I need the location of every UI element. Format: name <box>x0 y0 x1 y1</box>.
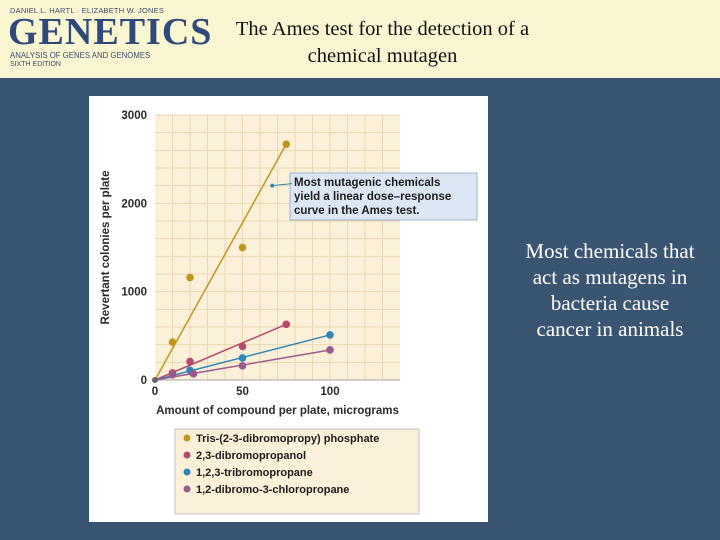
slide-title: The Ames test for the detection of a che… <box>190 16 575 70</box>
x-tick-label: 0 <box>152 386 158 398</box>
data-point-series-1 <box>186 273 194 282</box>
y-tick-label: 1000 <box>121 287 147 299</box>
x-axis-title: Amount of compound per plate, micrograms <box>156 405 399 417</box>
data-point-series-3 <box>238 354 247 362</box>
y-tick-label: 3000 <box>121 110 147 122</box>
data-point-series-4 <box>326 346 334 354</box>
legend-box <box>174 428 420 515</box>
y-tick-label: 0 <box>141 375 147 387</box>
legend-marker-2 <box>183 451 191 459</box>
data-point-series-1 <box>282 140 291 148</box>
legend-label-2: 2,3-dibromopropanol <box>196 450 306 462</box>
series-line-1 <box>154 143 287 381</box>
legend-label-3: 1,2,3-tribromopropane <box>196 467 313 479</box>
annotation-line-1: Most mutagenic chemicals <box>294 177 440 189</box>
legend-marker-4 <box>183 485 191 493</box>
legend-label-1: Tris-(2-3-dibromopropy) phosphate <box>196 433 379 445</box>
data-point-series-2 <box>282 320 291 329</box>
side-note: Most chemicals that act as mutagens in b… <box>500 238 720 342</box>
slide-header: DANIEL L. HARTL · ELIZABETH W. JONES GEN… <box>0 0 720 78</box>
legend-label-4: 1,2-dibromo-3-chloropropane <box>196 484 349 496</box>
annotation-line-2: yield a linear dose–response <box>294 191 451 203</box>
data-point-series-2 <box>186 357 194 366</box>
data-point-series-4 <box>168 370 177 379</box>
x-tick-label: 100 <box>320 386 339 398</box>
dose-response-chart: 0 1000 2000 3000 0 50 100 Revertant colonies pe… <box>100 110 478 515</box>
side-note-line-4: cancer in animals <box>536 317 684 341</box>
annotation-box <box>289 172 478 221</box>
slide-title-line-1: The Ames test for the detection of a <box>235 18 530 40</box>
annotation-dot <box>270 183 275 188</box>
logo-subtitle: ANALYSIS OF GENES AND GENOMES <box>10 51 151 60</box>
data-point-series-1 <box>168 338 177 346</box>
data-point-series-1 <box>238 243 247 252</box>
legend-marker-1 <box>183 434 191 442</box>
y-tick-label: 2000 <box>121 198 147 210</box>
ames-test-figure: 0 1000 2000 3000 0 50 100 Revertant colonies pe… <box>89 96 488 522</box>
y-axis-title: Revertant colonies per plate <box>100 170 112 324</box>
data-point-series-2 <box>238 342 247 351</box>
logo-title: GENETICS <box>8 11 213 53</box>
side-note-line-2: act as mutagens in <box>532 265 688 289</box>
book-logo: DANIEL L. HARTL · ELIZABETH W. JONES GEN… <box>8 6 211 72</box>
data-point-series-4 <box>238 362 247 370</box>
data-point-series-4 <box>189 370 198 378</box>
legend-marker-3 <box>183 468 191 476</box>
slide-title-line-2: chemical mutagen <box>307 45 458 67</box>
annotation-leader <box>272 183 293 187</box>
side-note-line-1: Most chemicals that <box>525 239 695 263</box>
series-line-2 <box>154 323 287 381</box>
x-tick-label: 50 <box>236 386 249 398</box>
side-note-line-3: bacteria cause <box>550 291 670 315</box>
annotation-line-3: curve in the Ames test. <box>294 205 419 217</box>
logo-authors: DANIEL L. HARTL · ELIZABETH W. JONES <box>10 6 165 15</box>
data-point-series-3 <box>326 331 334 339</box>
logo-edition: SIXTH EDITION <box>10 61 61 68</box>
data-point-origin <box>152 377 158 383</box>
